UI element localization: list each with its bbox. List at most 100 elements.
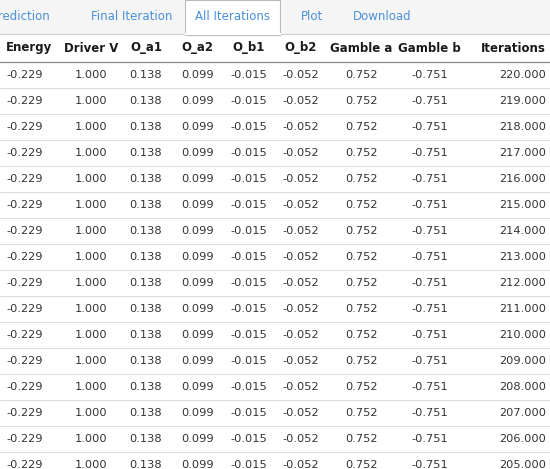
Text: 1.000: 1.000 xyxy=(75,252,107,262)
Text: 0.138: 0.138 xyxy=(130,252,162,262)
Text: Prediction: Prediction xyxy=(0,10,51,23)
Text: 1.000: 1.000 xyxy=(75,200,107,210)
Text: Energy: Energy xyxy=(6,41,52,54)
Text: -0.229: -0.229 xyxy=(6,460,42,469)
Text: 0.099: 0.099 xyxy=(181,408,214,418)
Text: 207.000: 207.000 xyxy=(499,408,546,418)
Text: -0.751: -0.751 xyxy=(411,252,448,262)
Text: -0.229: -0.229 xyxy=(6,434,42,444)
Text: Final Iteration: Final Iteration xyxy=(91,10,172,23)
Text: 218.000: 218.000 xyxy=(499,122,546,132)
Text: O_b2: O_b2 xyxy=(284,41,317,54)
Text: 1.000: 1.000 xyxy=(75,330,107,340)
Text: 206.000: 206.000 xyxy=(499,434,546,444)
Text: 0.752: 0.752 xyxy=(345,434,377,444)
Text: -0.015: -0.015 xyxy=(230,174,267,184)
Text: 0.752: 0.752 xyxy=(345,304,377,314)
Text: 0.099: 0.099 xyxy=(181,330,214,340)
Text: 0.099: 0.099 xyxy=(181,356,214,366)
Text: Gamble a: Gamble a xyxy=(330,41,392,54)
Text: 0.752: 0.752 xyxy=(345,460,377,469)
Text: 216.000: 216.000 xyxy=(499,174,546,184)
Text: -0.015: -0.015 xyxy=(230,382,267,392)
Text: -0.015: -0.015 xyxy=(230,122,267,132)
Text: -0.751: -0.751 xyxy=(411,356,448,366)
Text: -0.052: -0.052 xyxy=(282,174,319,184)
Text: 0.752: 0.752 xyxy=(345,96,377,106)
Text: 0.099: 0.099 xyxy=(181,304,214,314)
Text: Iterations: Iterations xyxy=(481,41,546,54)
Text: -0.751: -0.751 xyxy=(411,304,448,314)
Text: -0.751: -0.751 xyxy=(411,460,448,469)
Text: -0.052: -0.052 xyxy=(282,70,319,80)
Text: 0.752: 0.752 xyxy=(345,226,377,236)
Text: 0.752: 0.752 xyxy=(345,330,377,340)
Text: 205.000: 205.000 xyxy=(499,460,546,469)
Text: 0.752: 0.752 xyxy=(345,356,377,366)
Text: 0.138: 0.138 xyxy=(130,408,162,418)
Text: 0.752: 0.752 xyxy=(345,252,377,262)
Text: 0.752: 0.752 xyxy=(345,148,377,158)
Text: 0.138: 0.138 xyxy=(130,278,162,288)
Text: -0.015: -0.015 xyxy=(230,356,267,366)
Text: -0.229: -0.229 xyxy=(6,174,42,184)
Text: -0.229: -0.229 xyxy=(6,382,42,392)
Text: -0.751: -0.751 xyxy=(411,330,448,340)
Text: O_a1: O_a1 xyxy=(130,41,162,54)
Text: 0.099: 0.099 xyxy=(181,382,214,392)
Text: 0.752: 0.752 xyxy=(345,70,377,80)
Text: -0.229: -0.229 xyxy=(6,356,42,366)
Text: 0.752: 0.752 xyxy=(345,382,377,392)
Bar xyxy=(0,0,550,34)
Text: 209.000: 209.000 xyxy=(499,356,546,366)
Text: 215.000: 215.000 xyxy=(499,200,546,210)
Text: -0.015: -0.015 xyxy=(230,408,267,418)
Text: -0.052: -0.052 xyxy=(282,304,319,314)
Text: -0.751: -0.751 xyxy=(411,148,448,158)
Text: 219.000: 219.000 xyxy=(499,96,546,106)
Text: 0.099: 0.099 xyxy=(181,252,214,262)
Text: 0.138: 0.138 xyxy=(130,226,162,236)
Text: 210.000: 210.000 xyxy=(499,330,546,340)
Text: -0.751: -0.751 xyxy=(411,122,448,132)
Text: -0.015: -0.015 xyxy=(230,304,267,314)
Text: 1.000: 1.000 xyxy=(75,356,107,366)
Text: 0.138: 0.138 xyxy=(130,70,162,80)
Text: -0.052: -0.052 xyxy=(282,382,319,392)
Text: 1.000: 1.000 xyxy=(75,226,107,236)
Text: -0.052: -0.052 xyxy=(282,200,319,210)
Text: 1.000: 1.000 xyxy=(75,96,107,106)
Text: 0.138: 0.138 xyxy=(130,434,162,444)
Text: -0.751: -0.751 xyxy=(411,174,448,184)
Text: Download: Download xyxy=(353,10,412,23)
Text: -0.751: -0.751 xyxy=(411,226,448,236)
Text: 1.000: 1.000 xyxy=(75,148,107,158)
Text: -0.052: -0.052 xyxy=(282,408,319,418)
Text: 0.099: 0.099 xyxy=(181,200,214,210)
Text: 0.099: 0.099 xyxy=(181,96,214,106)
Text: 1.000: 1.000 xyxy=(75,122,107,132)
Text: -0.229: -0.229 xyxy=(6,304,42,314)
Text: 0.752: 0.752 xyxy=(345,278,377,288)
Text: 1.000: 1.000 xyxy=(75,434,107,444)
Text: -0.229: -0.229 xyxy=(6,70,42,80)
Text: 0.138: 0.138 xyxy=(130,174,162,184)
Text: -0.015: -0.015 xyxy=(230,278,267,288)
Text: -0.229: -0.229 xyxy=(6,252,42,262)
Text: -0.229: -0.229 xyxy=(6,330,42,340)
Text: 0.752: 0.752 xyxy=(345,174,377,184)
Text: -0.229: -0.229 xyxy=(6,226,42,236)
Text: -0.229: -0.229 xyxy=(6,278,42,288)
Text: 0.099: 0.099 xyxy=(181,148,214,158)
Text: -0.229: -0.229 xyxy=(6,148,42,158)
Text: -0.015: -0.015 xyxy=(230,434,267,444)
Text: -0.052: -0.052 xyxy=(282,278,319,288)
Text: 1.000: 1.000 xyxy=(75,70,107,80)
Text: 212.000: 212.000 xyxy=(499,278,546,288)
Text: 213.000: 213.000 xyxy=(499,252,546,262)
Text: 1.000: 1.000 xyxy=(75,382,107,392)
Text: 0.138: 0.138 xyxy=(130,200,162,210)
Text: 0.752: 0.752 xyxy=(345,200,377,210)
Text: 0.099: 0.099 xyxy=(181,226,214,236)
Text: 0.099: 0.099 xyxy=(181,460,214,469)
